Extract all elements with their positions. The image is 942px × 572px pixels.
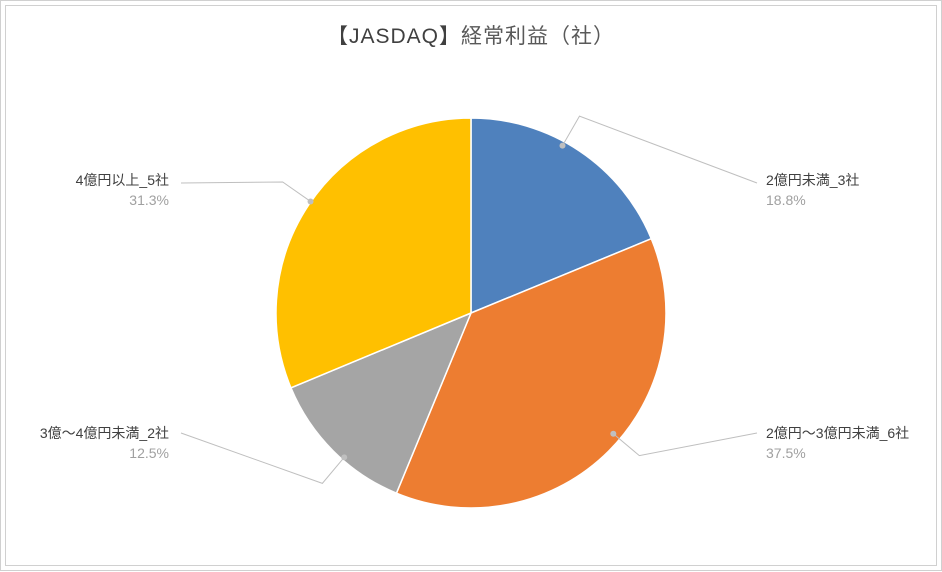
slice-label-1: 2億円～3億円未満_6社 37.5% bbox=[766, 424, 909, 463]
slice-pct-text: 31.3% bbox=[76, 191, 169, 211]
slice-pct-text: 18.8% bbox=[766, 191, 859, 211]
slice-pct-text: 37.5% bbox=[766, 444, 909, 464]
slice-label-text: 4億円以上_5社 bbox=[76, 171, 169, 191]
slice-pct-text: 12.5% bbox=[40, 444, 169, 464]
title-rest: 経常利益（社） bbox=[461, 25, 615, 48]
chart-title: 【JASDAQ】経常利益（社） bbox=[6, 20, 936, 50]
slice-label-text: 2億円未満_3社 bbox=[766, 171, 859, 191]
slice-label-3: 4億円以上_5社 31.3% bbox=[76, 171, 169, 210]
slice-label-text: 2億円～3億円未満_6社 bbox=[766, 424, 909, 444]
slice-label-text: 3億～4億円未満_2社 bbox=[40, 424, 169, 444]
title-prefix: 【JASDAQ】 bbox=[327, 25, 461, 48]
pie-chart bbox=[271, 113, 671, 513]
slice-label-2: 3億～4億円未満_2社 12.5% bbox=[40, 424, 169, 463]
slice-label-0: 2億円未満_3社 18.8% bbox=[766, 171, 859, 210]
chart-container: 【JASDAQ】経常利益（社） 2億円未満_3社 18.8% 2億円～3億円未満… bbox=[5, 5, 937, 566]
